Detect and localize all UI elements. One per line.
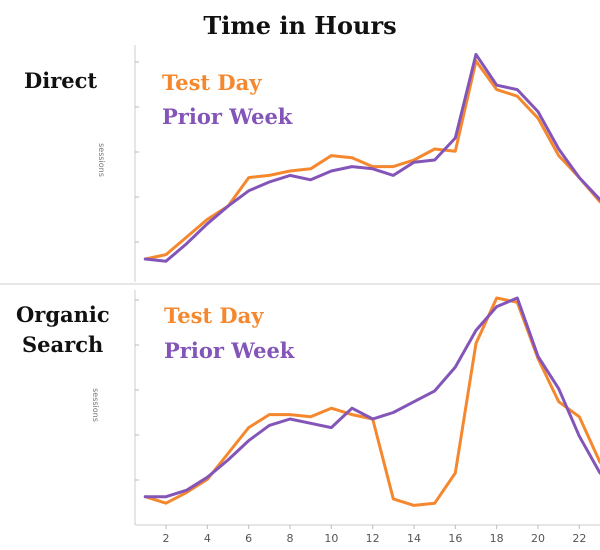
organic-search-lines (143, 296, 600, 507)
prior-week-series-line (143, 52, 600, 263)
x-tick-label: 2 (163, 532, 170, 545)
x-tick-label: 16 (448, 532, 462, 545)
direct-panel: Direct sessions Test Day Prior Week (24, 45, 600, 282)
organic-search-label-line-1: Organic (16, 302, 110, 327)
organic-search-y-axis-label: sessions (91, 388, 100, 422)
x-tick-label: 6 (245, 532, 252, 545)
x-tick-label: 18 (490, 532, 504, 545)
x-tick-label: 14 (407, 532, 421, 545)
x-tick-label: 20 (531, 532, 545, 545)
test-day-series-line (143, 296, 600, 507)
x-tick-label: 8 (287, 532, 294, 545)
organic-search-label-line-2: Search (22, 332, 103, 357)
direct-y-axis-label: sessions (97, 143, 106, 177)
x-tick-label: 10 (324, 532, 338, 545)
x-tick-label: 22 (572, 532, 586, 545)
direct-lines (143, 52, 600, 263)
organic-search-legend-prior-week: Prior Week (164, 338, 295, 363)
x-tick-label: 12 (366, 532, 380, 545)
chart-title: Time in Hours (203, 11, 396, 40)
prior-week-series-line (143, 296, 600, 499)
direct-panel-label: Direct (24, 68, 97, 93)
organic-search-panel: Organic Search sessions Test Day Prior W… (16, 290, 600, 545)
direct-y-ticks (135, 61, 139, 243)
organic-search-panel-label: Organic Search (16, 302, 117, 357)
organic-search-legend-test-day: Test Day (164, 303, 264, 328)
organic-search-y-ticks (135, 299, 139, 481)
direct-legend-test-day: Test Day (162, 70, 262, 95)
x-tick-labels: 2 4 6 8 10 12 14 16 18 20 22 (163, 525, 586, 545)
direct-legend-prior-week: Prior Week (162, 104, 293, 129)
x-tick-label: 4 (204, 532, 211, 545)
